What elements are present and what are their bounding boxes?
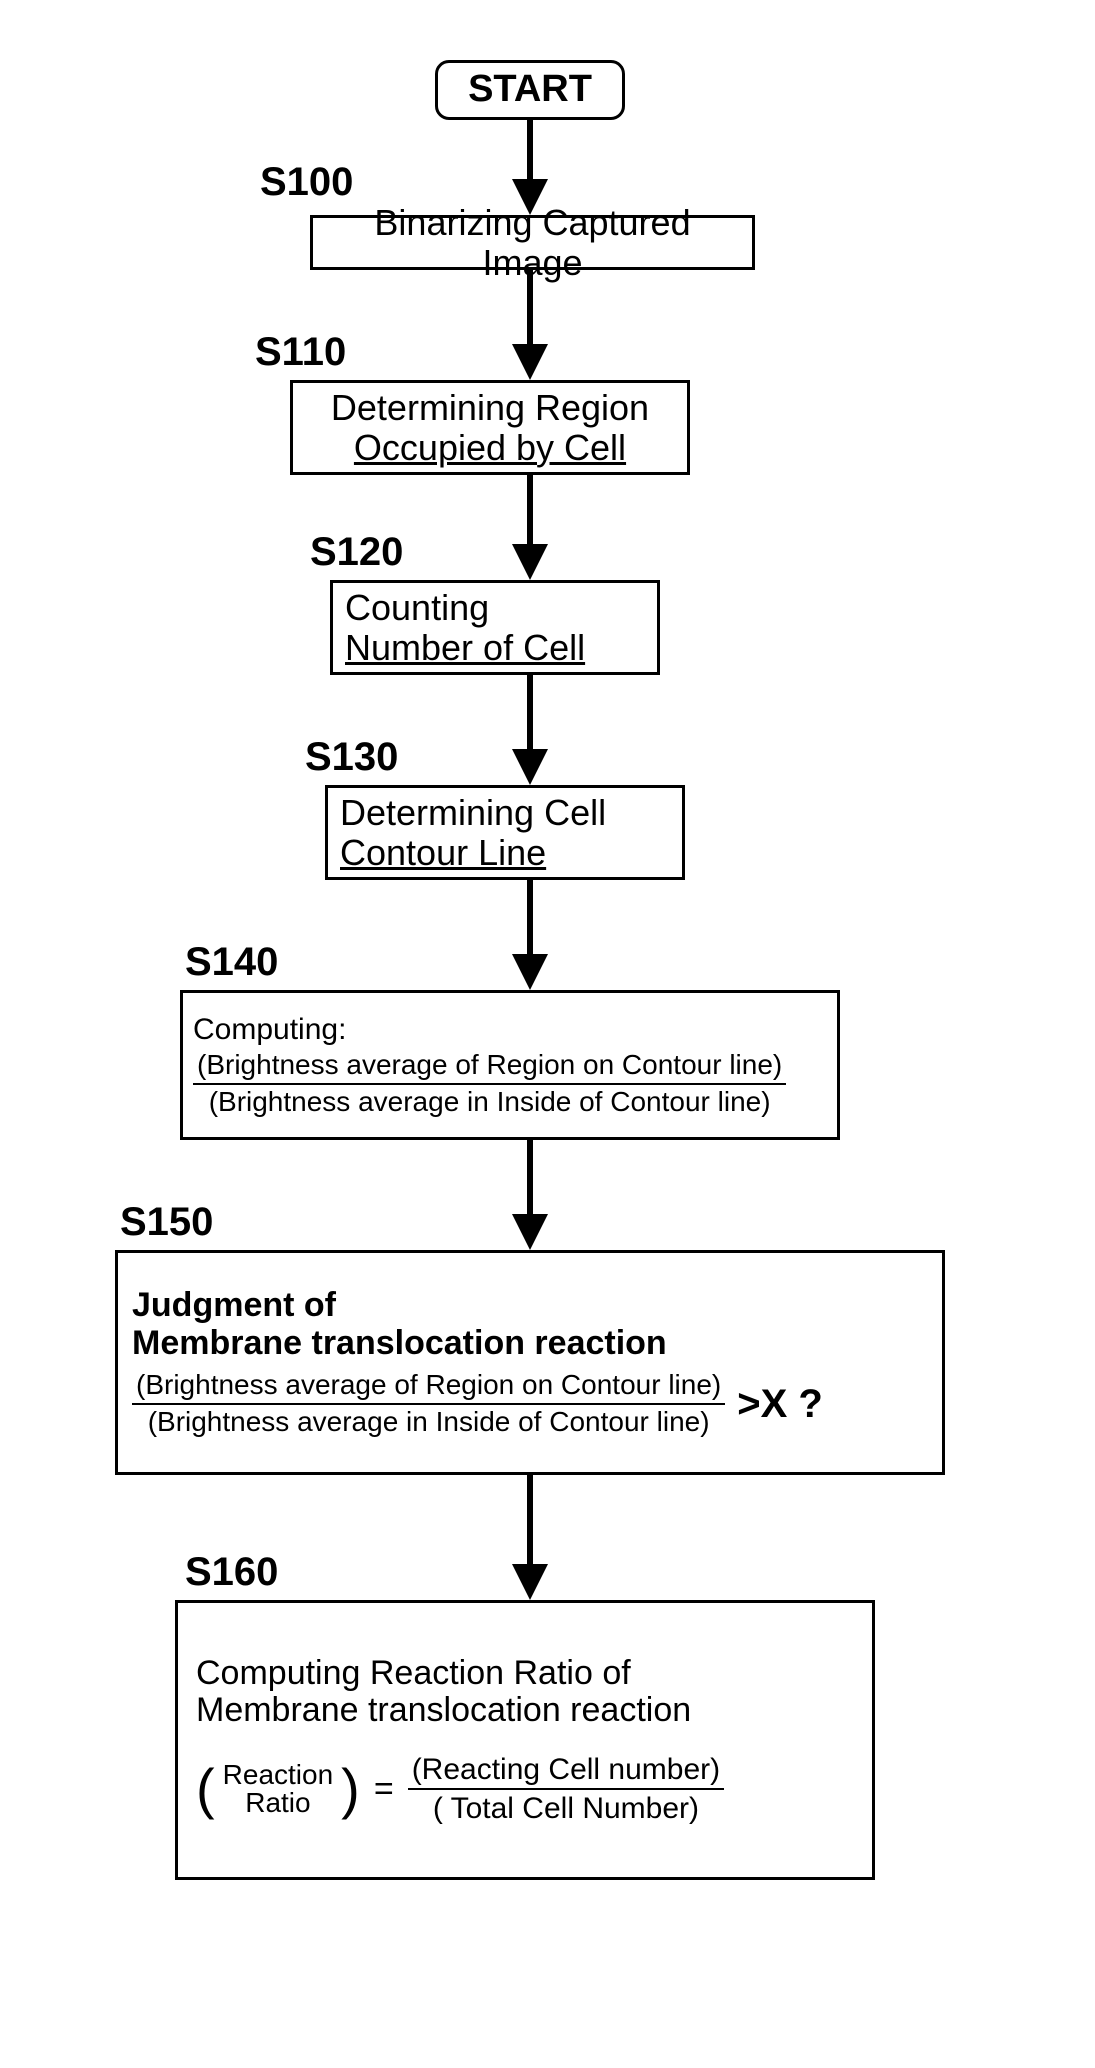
s150-fraction: (Brightness average of Region on Contour… [132, 1370, 725, 1438]
paren-close-icon: ) [341, 1767, 360, 1812]
label-s150: S150 [120, 1200, 213, 1245]
step-s110: Determining Region Occupied by Cell [290, 380, 690, 475]
label-s160: S160 [185, 1550, 278, 1595]
s160-lhs-top: Reaction [223, 1761, 334, 1789]
s160-num: (Reacting Cell number) [408, 1753, 724, 1790]
s150-den: (Brightness average in Inside of Contour… [132, 1405, 725, 1438]
s160-fraction: (Reacting Cell number) ( Total Cell Numb… [408, 1753, 724, 1825]
step-s120: Counting Number of Cell [330, 580, 660, 675]
s110-line2: Occupied by Cell [354, 428, 626, 468]
step-s100: Binarizing Captured Image [310, 215, 755, 270]
paren-open-icon: ( [196, 1767, 215, 1812]
s150-comparison: >X ? [737, 1382, 823, 1426]
label-s130: S130 [305, 735, 398, 780]
s160-eq: = [374, 1771, 394, 1808]
s130-line2: Contour Line [340, 833, 546, 873]
s120-line2: Number of Cell [345, 628, 585, 668]
label-s120: S120 [310, 530, 403, 575]
s150-num: (Brightness average of Region on Contour… [132, 1370, 725, 1405]
s110-line1: Determining Region [331, 388, 649, 428]
s160-line2: Membrane translocation reaction [196, 1692, 691, 1729]
step-s160: Computing Reaction Ratio of Membrane tra… [175, 1600, 875, 1880]
start-text: START [468, 69, 592, 111]
s140-den: (Brightness average in Inside of Contour… [193, 1085, 786, 1118]
s150-eq-row: (Brightness average of Region on Contour… [132, 1370, 823, 1438]
s150-line1: Judgment of [132, 1287, 336, 1324]
start-node: START [435, 60, 625, 120]
label-s100: S100 [260, 160, 353, 205]
flowchart-canvas: START S100 Binarizing Captured Image S11… [0, 0, 1095, 2068]
s140-title: Computing: [193, 1013, 346, 1046]
s160-lhs-bot: Ratio [223, 1789, 334, 1817]
s100-text: Binarizing Captured Image [321, 203, 744, 282]
step-s150: Judgment of Membrane translocation react… [115, 1250, 945, 1475]
step-s140: Computing: (Brightness average of Region… [180, 990, 840, 1140]
s160-eq-row: ( Reaction Ratio ) = (Reacting Cell numb… [196, 1753, 724, 1825]
s140-fraction: (Brightness average of Region on Contour… [193, 1050, 786, 1118]
s130-line1: Determining Cell [340, 793, 606, 833]
s140-num: (Brightness average of Region on Contour… [193, 1050, 786, 1085]
s160-lhs: Reaction Ratio [223, 1761, 334, 1817]
s150-line2: Membrane translocation reaction [132, 1325, 667, 1362]
label-s140: S140 [185, 940, 278, 985]
s160-line1: Computing Reaction Ratio of [196, 1655, 631, 1692]
s160-den: ( Total Cell Number) [408, 1790, 724, 1825]
step-s130: Determining Cell Contour Line [325, 785, 685, 880]
s120-line1: Counting [345, 588, 489, 628]
label-s110: S110 [255, 330, 346, 375]
